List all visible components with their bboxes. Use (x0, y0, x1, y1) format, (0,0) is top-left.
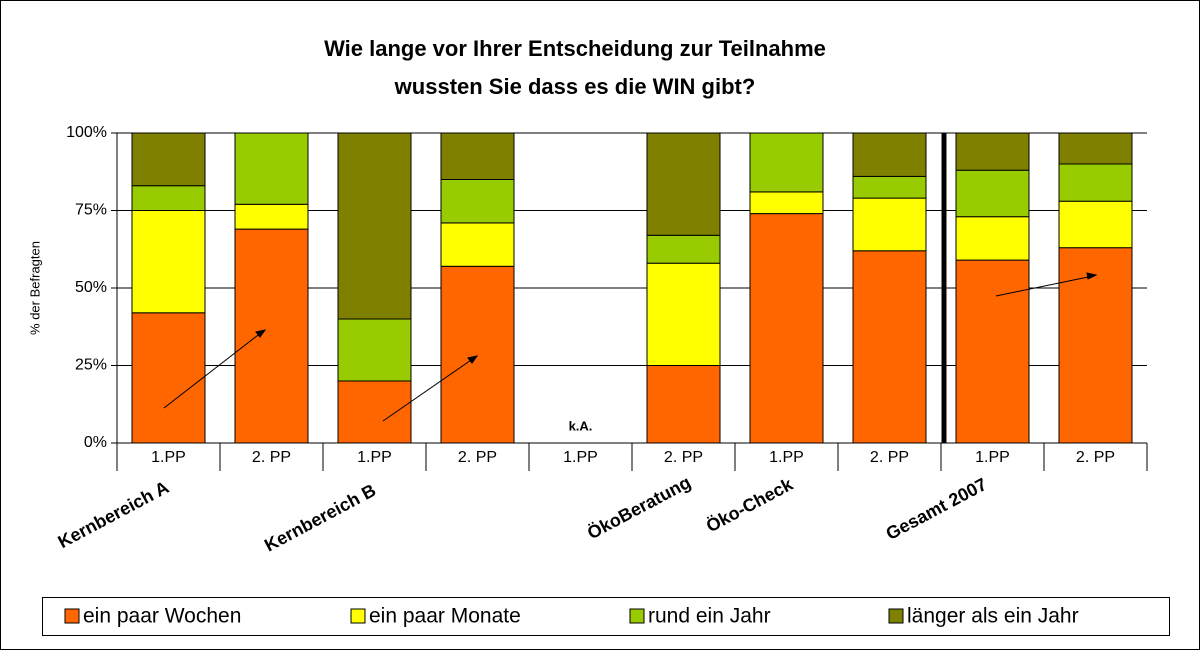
x-tick-label: 2. PP (1076, 449, 1115, 466)
bar-segment (1058, 200, 1133, 249)
x-tick-label: 1.PP (357, 449, 392, 466)
bar-segment (440, 132, 515, 180)
y-tick-label: 75% (75, 202, 107, 219)
chart-title: Wie lange vor Ihrer Entscheidung zur Tei… (324, 36, 826, 61)
bar-segment (749, 191, 824, 215)
bar-segment (234, 132, 309, 205)
bar-segment (955, 259, 1030, 444)
legend-label: ein paar Monate (369, 605, 521, 628)
bar-segment (749, 213, 824, 444)
annotation: k.A. (569, 418, 593, 433)
y-tick-label: 50% (75, 279, 107, 296)
arrows (163, 272, 1098, 422)
legend-swatch (64, 608, 80, 624)
y-tick-label: 0% (84, 434, 107, 451)
bar-segment (852, 250, 927, 444)
x-tick-label: 1.PP (769, 449, 804, 466)
x-tick-label: 1.PP (563, 449, 598, 466)
bar-segment (955, 216, 1030, 261)
bar-segment (131, 312, 206, 444)
bar-segment (749, 132, 824, 193)
bar-segment (852, 132, 927, 177)
bar-segment (955, 132, 1030, 171)
y-tick-label: 100% (66, 124, 107, 141)
chart-title: wussten Sie dass es die WIN gibt? (394, 74, 756, 99)
bar-segment (646, 234, 721, 264)
bar-segment (852, 175, 927, 199)
x-tick-label: 2. PP (664, 449, 703, 466)
bar-segment (131, 210, 206, 314)
legend-swatch (350, 608, 366, 624)
bar-segment (440, 222, 515, 267)
bar-segment (1058, 132, 1133, 165)
bar-segment (852, 197, 927, 252)
legend (42, 597, 1170, 636)
bar-segment (1058, 247, 1133, 444)
bar-segment (1058, 163, 1133, 202)
legend-label: ein paar Wochen (83, 605, 241, 628)
arrow-head (467, 355, 479, 364)
legend-label: länger als ein Jahr (907, 605, 1079, 628)
bar-segment (337, 380, 412, 444)
bar-segment (440, 179, 515, 224)
bar-segment (337, 318, 412, 382)
x-tick-label: 1.PP (975, 449, 1010, 466)
legend-swatch (629, 608, 645, 624)
arrow (995, 275, 1094, 297)
bar-segment (131, 185, 206, 211)
bar-segment (646, 262, 721, 367)
x-tick-label: 2. PP (458, 449, 497, 466)
bar-segment (337, 132, 412, 320)
legend-label: rund ein Jahr (648, 605, 771, 628)
x-tick-label: 2. PP (870, 449, 909, 466)
arrow-head (255, 329, 267, 338)
arrow (163, 331, 263, 409)
arrow-head (1086, 272, 1098, 280)
bar-segment (440, 265, 515, 444)
bar-segment (131, 132, 206, 187)
bar-segment (234, 203, 309, 230)
bar-segment (955, 169, 1030, 218)
x-tick-label: 2. PP (252, 449, 291, 466)
arrow (382, 357, 475, 422)
bar-segment (646, 132, 721, 236)
bar-segment (234, 228, 309, 444)
overlay (163, 133, 1098, 443)
bar-segment (646, 365, 721, 444)
y-tick-label: 25% (75, 357, 107, 374)
legend-swatch (888, 608, 904, 624)
x-tick-label: 1.PP (151, 449, 186, 466)
y-axis-label: % der Befragten (27, 241, 42, 335)
